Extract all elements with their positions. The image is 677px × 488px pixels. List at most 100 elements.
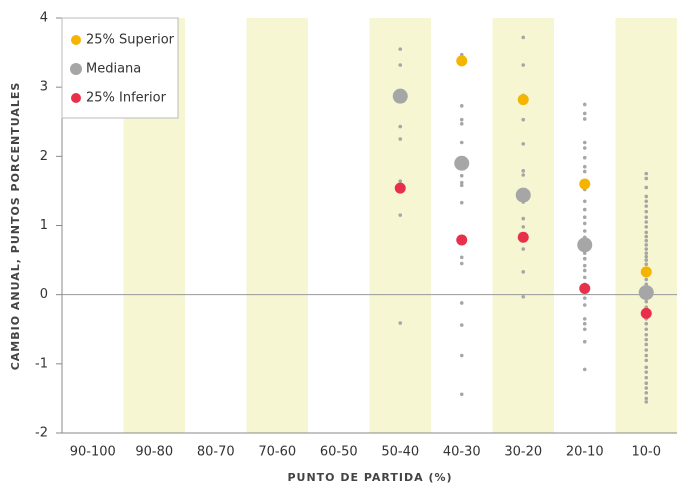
- observation-dot: [644, 332, 649, 337]
- observation-dot: [521, 173, 526, 177]
- series-dot: [392, 88, 408, 104]
- observation-dot: [644, 327, 649, 332]
- x-axis-title: PUNTO DE PARTIDA (%): [287, 471, 452, 484]
- observation-dot: [398, 124, 403, 129]
- observation-dot: [582, 263, 587, 268]
- observation-dot: [582, 268, 587, 273]
- observation-dot: [398, 179, 403, 184]
- observation-dot: [644, 321, 649, 326]
- observation-dot: [398, 213, 403, 217]
- observation-dot: [582, 339, 587, 344]
- observation-dot: [644, 209, 649, 214]
- observation-dot: [644, 199, 649, 204]
- legend-label: Mediana: [86, 62, 141, 77]
- observation-dot: [582, 199, 587, 204]
- observation-dot: [582, 303, 587, 307]
- observation-dot: [644, 258, 649, 262]
- observation-dot: [582, 275, 587, 280]
- series-dot: [456, 55, 468, 67]
- observation-dot: [644, 386, 649, 390]
- y-tick-label: -1: [35, 356, 48, 371]
- y-tick-label: 0: [40, 287, 48, 302]
- observation-dot: [644, 365, 649, 370]
- observation-dot: [521, 270, 526, 274]
- observation-dot: [521, 63, 526, 67]
- observation-dot: [644, 381, 649, 386]
- observation-dot: [644, 238, 649, 243]
- observation-dot: [582, 207, 587, 212]
- observation-dot: [459, 200, 464, 205]
- series-dot: [517, 231, 529, 243]
- observation-dot: [582, 296, 587, 300]
- observation-dot: [521, 169, 526, 173]
- observation-dot: [398, 137, 403, 141]
- observation-dot: [644, 358, 649, 363]
- observation-dot: [644, 194, 649, 199]
- observation-dot: [459, 117, 464, 122]
- observation-dot: [582, 215, 587, 219]
- observation-dot: [644, 204, 649, 208]
- observation-dot: [644, 342, 649, 347]
- observation-dot: [644, 225, 649, 229]
- observation-dot: [459, 323, 464, 327]
- shaded-band: [246, 18, 308, 433]
- observation-dot: [644, 176, 649, 181]
- observation-dot: [644, 400, 649, 404]
- observation-dot: [644, 353, 649, 358]
- observation-dot: [582, 117, 587, 121]
- observation-dot: [582, 140, 587, 145]
- legend-label: 25% Superior: [86, 33, 175, 48]
- observation-dot: [644, 243, 649, 247]
- observation-dot: [644, 396, 649, 401]
- observation-dot: [582, 317, 587, 321]
- observation-dot: [398, 47, 403, 51]
- series-dot: [394, 182, 406, 194]
- observation-dot: [582, 164, 587, 169]
- observation-dot: [459, 301, 464, 305]
- observation-dot: [644, 251, 649, 255]
- observation-dot: [644, 247, 649, 251]
- observation-dot: [521, 35, 526, 40]
- x-tick-label: 30-20: [504, 445, 542, 460]
- observation-dot: [644, 220, 649, 224]
- observation-dot: [459, 183, 464, 188]
- y-axis-title: CAMBIO ANUAL, PUNTOS PORCENTUALES: [9, 82, 22, 371]
- observation-dot: [582, 102, 587, 107]
- observation-dot: [459, 140, 464, 145]
- observation-dot: [521, 294, 526, 299]
- shaded-band: [369, 18, 431, 433]
- observation-dot: [582, 256, 587, 261]
- series-dot: [454, 155, 470, 171]
- observation-dot: [582, 367, 587, 372]
- y-tick-label: 1: [40, 218, 48, 233]
- observation-dot: [582, 155, 587, 160]
- y-tick-label: -2: [35, 426, 48, 441]
- observation-dot: [459, 104, 464, 108]
- observation-dot: [582, 146, 587, 150]
- observation-dot: [582, 321, 587, 326]
- observation-dot: [459, 122, 464, 126]
- observation-dot: [459, 180, 464, 185]
- x-tick-label: 10-0: [631, 445, 661, 460]
- x-tick-label: 40-30: [443, 445, 481, 460]
- x-tick-label: 80-70: [197, 445, 235, 460]
- y-tick-label: 3: [40, 80, 48, 95]
- observation-dot: [459, 255, 464, 260]
- x-tick-label: 50-40: [381, 445, 419, 460]
- observation-dot: [644, 337, 649, 342]
- observation-dot: [644, 348, 649, 352]
- series-dot: [579, 282, 591, 294]
- observation-dot: [521, 117, 526, 122]
- legend-marker: [70, 63, 82, 75]
- observation-dot: [582, 221, 587, 226]
- observation-dot: [459, 353, 464, 358]
- series-dot: [579, 178, 591, 190]
- observation-dot: [521, 225, 526, 229]
- series-dot: [638, 285, 654, 301]
- observation-dot: [644, 391, 649, 395]
- observation-dot: [459, 261, 464, 266]
- observation-dot: [644, 215, 649, 219]
- observation-dot: [521, 247, 526, 251]
- observation-dot: [644, 185, 649, 190]
